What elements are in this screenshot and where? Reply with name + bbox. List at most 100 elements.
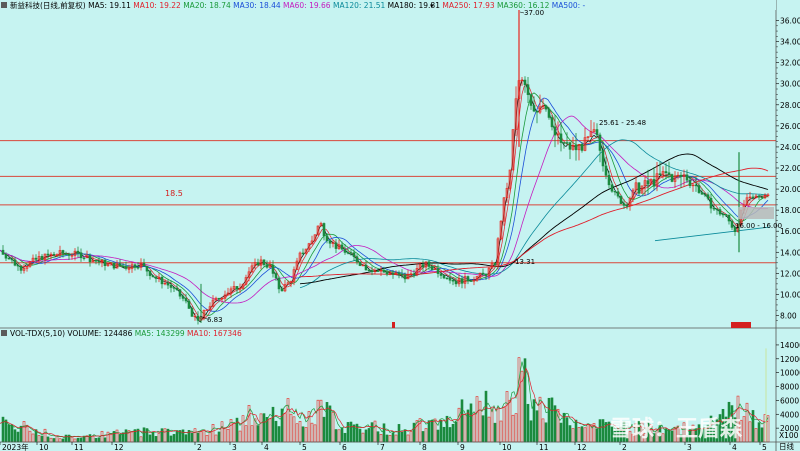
candle-body (64, 253, 68, 255)
candle-body (457, 278, 461, 285)
candle-body (652, 179, 656, 187)
candle-body (613, 190, 617, 193)
candle-body (733, 227, 737, 232)
marker-badge (731, 322, 751, 328)
volume-unit-label: X100 (779, 431, 799, 440)
candle-body (616, 191, 620, 197)
time-tick-label: 11 (539, 443, 549, 451)
candle-body (445, 277, 449, 280)
candle-body (238, 288, 242, 290)
candle-body (541, 105, 545, 108)
candle-body (571, 144, 575, 150)
candle-body (133, 264, 137, 268)
candle-body (55, 254, 59, 256)
volume-bar (301, 426, 305, 443)
legend-toggle-icon[interactable] (1, 2, 7, 8)
price-tick-label: 36.00 (780, 17, 800, 26)
volume-axis: 14000 12000 10000 8000 6000 4000 2000 (776, 341, 800, 433)
volume-bar (451, 423, 455, 443)
candle-body (25, 266, 29, 269)
candle-body (430, 266, 434, 270)
volume-bar (328, 405, 332, 443)
time-tick-label: 12 (577, 443, 587, 451)
volume-bar (601, 419, 605, 443)
volume-legend-toggle-icon[interactable] (1, 330, 7, 336)
candle-body (70, 255, 74, 257)
ma-legend-item: MA120: 21.51 (331, 1, 386, 10)
volume-bar (16, 431, 20, 443)
candlesticks (1, 10, 770, 325)
candle-body (469, 280, 473, 282)
volume-bar (430, 420, 434, 443)
ma-legend-item: MA500: - (549, 1, 585, 10)
candle-body (448, 277, 452, 281)
volume-bar (760, 427, 764, 443)
volume-bar (460, 399, 464, 443)
price-tick-label: 10.00 (780, 290, 800, 299)
ma-line (299, 139, 769, 289)
volume-bar (358, 428, 362, 443)
price-axis: 36.00 34.00 32.00 30.00 28.00 26.00 24.00 22.00… (776, 17, 800, 321)
candle-body (259, 259, 263, 266)
time-tick-label: 5 (302, 443, 307, 451)
price-tick-label: 34.00 (780, 38, 800, 47)
candle-body (202, 309, 206, 318)
candle-body (10, 258, 14, 261)
candle-body (361, 264, 365, 267)
candle-body (637, 182, 641, 194)
candle-body (277, 277, 281, 290)
volume-bar (442, 426, 446, 443)
time-tick-label: 4 (732, 443, 737, 451)
time-tick-label: 4 (264, 443, 269, 451)
candle-body (760, 196, 764, 199)
volume-bar (436, 429, 440, 443)
volume-tick-label: 10000 (780, 369, 800, 378)
volume-bar (46, 436, 50, 443)
ma-line (0, 115, 769, 304)
candle-body (409, 273, 413, 275)
candle-body (178, 289, 182, 297)
candle-body (181, 295, 185, 299)
candle-body (715, 208, 719, 211)
candle-body (244, 277, 248, 285)
candle-body (508, 169, 512, 189)
volume-legend: VOL-TDX(5,10) VOLUME: 124486 MA5: 143299… (10, 329, 242, 338)
line-level-label: 18.5 (165, 189, 183, 198)
volume-bar (439, 419, 443, 443)
volume-bar (343, 432, 347, 443)
volume-bar (574, 419, 578, 443)
candle-body (634, 182, 638, 191)
candle-body (241, 283, 245, 289)
volume-bar (40, 435, 44, 443)
ma-legend-item: MA20: 18.74 (181, 1, 231, 10)
candle-body (463, 276, 467, 284)
candle-body (229, 288, 233, 294)
candle-body (307, 243, 311, 250)
time-tick-label: 2 (197, 443, 202, 451)
candle-body (709, 197, 713, 209)
candle-body (148, 270, 152, 276)
candle-body (568, 142, 572, 150)
volume-bar (79, 437, 83, 443)
candle-body (304, 248, 308, 254)
candle-body (394, 272, 398, 275)
candle-body (397, 272, 401, 275)
candle-body (139, 262, 143, 268)
candle-body (649, 179, 653, 185)
candle-body (577, 144, 581, 151)
volume-bar (553, 405, 557, 443)
candle-body (217, 297, 221, 300)
candle-body (427, 261, 431, 267)
candle-body (256, 262, 260, 266)
candle-body (526, 84, 530, 95)
candle-body (496, 238, 500, 266)
candle-body (187, 300, 191, 309)
candle-body (163, 282, 167, 285)
volume-bar (403, 429, 407, 443)
volume-bar (94, 438, 98, 443)
candle-body (607, 174, 611, 186)
candle-body (601, 150, 605, 167)
time-tick-label: 3 (687, 443, 692, 451)
candle-body (472, 280, 476, 282)
candle-body (745, 197, 749, 206)
